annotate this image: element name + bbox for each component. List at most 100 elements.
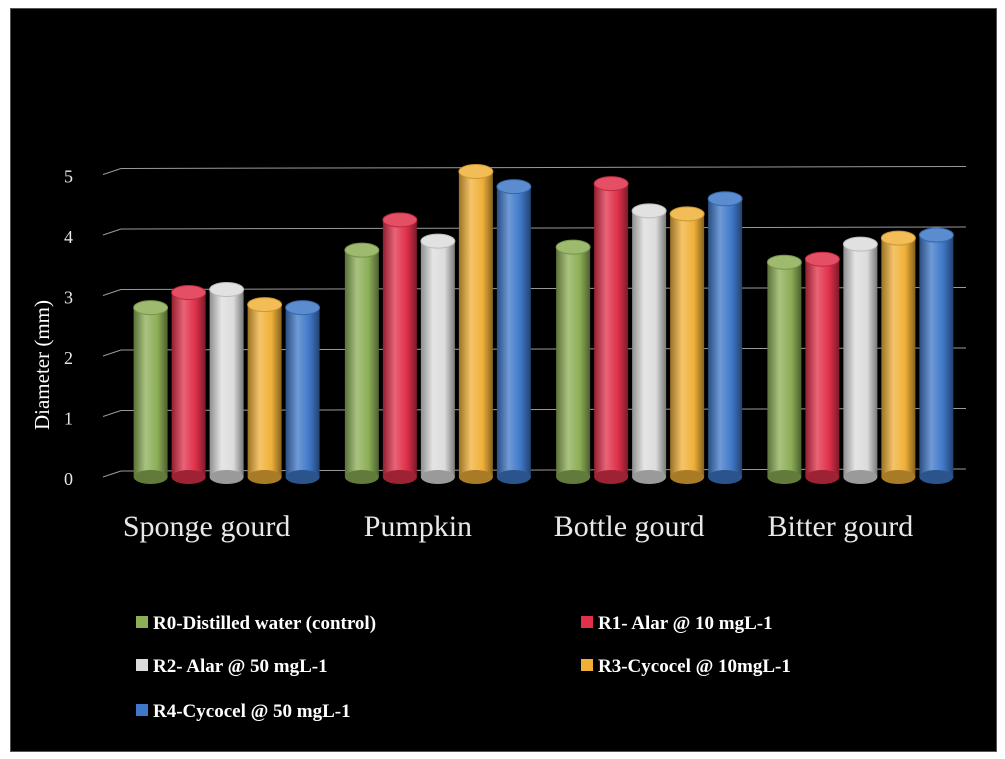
bar-cap: [285, 300, 321, 316]
bar: [707, 191, 743, 484]
bar: [555, 239, 591, 484]
bar: [804, 251, 840, 484]
legend-swatch: [136, 659, 148, 671]
bar-cap: [171, 285, 207, 301]
bar-body: [382, 219, 417, 478]
bar-base: [458, 470, 493, 484]
bar: [880, 230, 916, 484]
gridline-depth: [102, 410, 122, 417]
bar-body: [556, 247, 591, 477]
bar-base: [285, 470, 320, 484]
bar-cap: [555, 239, 591, 255]
bar-base: [344, 470, 379, 484]
bar: [171, 285, 207, 484]
bar-cap: [918, 227, 954, 243]
bar-base: [382, 470, 417, 484]
bar-body: [458, 171, 493, 477]
bar-cap: [766, 254, 802, 270]
bar-body: [805, 259, 840, 477]
bar-base: [171, 470, 206, 484]
bar-cap: [420, 233, 456, 249]
bar: [344, 242, 380, 484]
bar-body: [632, 210, 667, 477]
bar-cap: [880, 230, 916, 246]
bar-base: [919, 470, 954, 484]
y-axis-title: Diameter (mm): [30, 300, 54, 430]
y-tick-label: 4: [64, 227, 73, 247]
bar: [420, 233, 456, 484]
legend-swatch: [581, 659, 593, 671]
bar: [133, 300, 169, 484]
bar-base: [209, 470, 244, 484]
legend-item: R3-Cycocel @ 10mgL-1: [581, 656, 791, 677]
y-tick-label: 3: [64, 288, 73, 308]
bar-body: [133, 307, 168, 477]
y-tick-label: 0: [64, 469, 73, 489]
y-tick-label: 2: [64, 348, 73, 368]
bar: [593, 176, 629, 484]
bar: [631, 203, 667, 484]
bar-cap: [631, 203, 667, 219]
gridline-depth: [102, 349, 122, 357]
gridline-depth: [102, 228, 122, 236]
legend-label: R1- Alar @ 10 mgL-1: [598, 613, 773, 634]
bar: [458, 164, 494, 484]
bar-body: [881, 238, 916, 477]
bar-base: [420, 470, 455, 484]
y-tick-label: 5: [64, 167, 73, 187]
y-tick-label: 1: [64, 409, 73, 429]
legend-label: R0-Distilled water (control): [153, 613, 376, 634]
bar-base: [133, 470, 168, 484]
bar-body: [670, 213, 705, 477]
bar-cap: [382, 212, 418, 228]
bar-body: [247, 304, 282, 477]
x-tick-label: Bitter gourd: [767, 510, 913, 543]
bar-base: [496, 470, 531, 484]
legend-item: R0-Distilled water (control): [136, 613, 376, 634]
legend-swatch: [581, 616, 593, 628]
bar-base: [843, 470, 878, 484]
bar-body: [708, 198, 743, 477]
legend-label: R2- Alar @ 50 mgL-1: [153, 656, 328, 677]
bar-cap: [133, 300, 169, 316]
bar-chart: 0 1 2 3 4 5 Sponge gourd Pumpkin Bottle gourd Bi…: [30, 164, 967, 722]
bar-cap: [496, 179, 532, 195]
gridline: [120, 226, 967, 230]
bar: [766, 254, 802, 484]
legend-item: R4-Cycocel @ 50 mgL-1: [136, 701, 351, 722]
bar-base: [881, 470, 916, 484]
bar-cap: [842, 236, 878, 252]
bar-body: [767, 262, 802, 477]
x-tick-label: Pumpkin: [364, 510, 472, 543]
legend-label: R4-Cycocel @ 50 mgL-1: [153, 701, 351, 722]
legend-item: R2- Alar @ 50 mgL-1: [136, 656, 328, 677]
bar-base: [632, 470, 667, 484]
bar-body: [496, 186, 531, 477]
bar-cap: [344, 242, 380, 258]
chart-frame: 0 1 2 3 4 5 Sponge gourd Pumpkin Bottle gourd Bi…: [10, 8, 997, 752]
bar-cap: [247, 297, 283, 313]
bar-body: [344, 250, 379, 477]
legend-label: R3-Cycocel @ 10mgL-1: [598, 656, 791, 677]
bar-base: [556, 470, 591, 484]
bar: [382, 212, 418, 484]
gridline: [120, 166, 967, 169]
bar: [285, 300, 321, 484]
bar-cap: [669, 206, 705, 222]
bar-body: [171, 292, 206, 477]
gridline-depth: [102, 470, 122, 478]
bar-base: [594, 470, 629, 484]
legend-swatch: [136, 616, 148, 628]
bar-body: [843, 244, 878, 477]
gridline-depth: [102, 168, 122, 175]
bar-body: [919, 235, 954, 477]
bar: [247, 297, 283, 484]
bar-cap: [707, 191, 743, 207]
bar: [496, 179, 532, 484]
x-tick-label: Sponge gourd: [123, 510, 291, 543]
bar: [669, 206, 705, 484]
legend-item: R1- Alar @ 10 mgL-1: [581, 613, 773, 634]
bar-base: [767, 470, 802, 484]
bar-base: [247, 470, 282, 484]
bar-cap: [593, 176, 629, 192]
